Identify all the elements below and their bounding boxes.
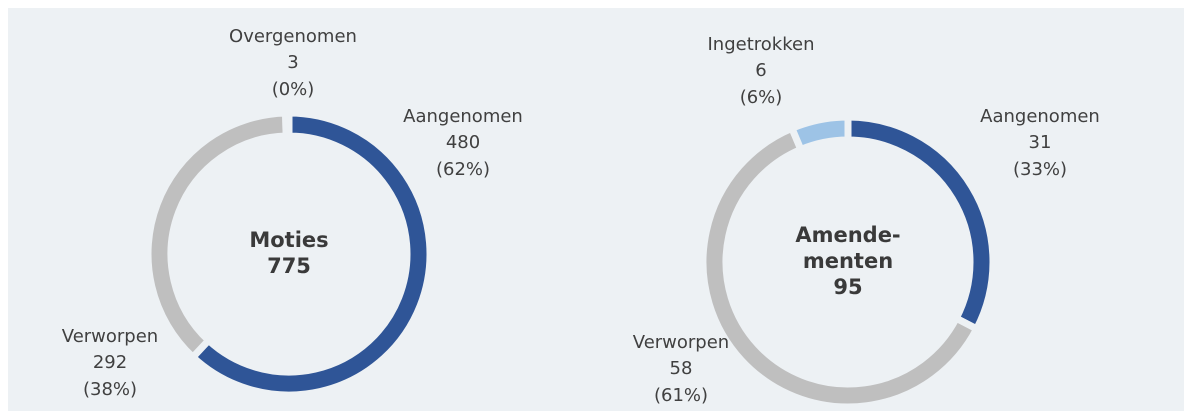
segment-value: 6: [755, 60, 766, 81]
center-title: Moties: [249, 228, 328, 252]
donut-segment: [281, 109, 293, 140]
center-title: Amende-: [795, 223, 900, 247]
center-total: 95: [833, 275, 862, 299]
segment-percent: (33%): [1013, 159, 1067, 180]
donut-segment: [699, 123, 982, 411]
segment-percent: (62%): [436, 159, 490, 180]
center-title: menten: [803, 249, 893, 273]
segment-value: 292: [93, 352, 127, 373]
center-total: 775: [267, 254, 311, 278]
segment-label: Ingetrokken: [708, 34, 815, 55]
segment-percent: (38%): [83, 379, 137, 400]
donut-segment: [787, 113, 852, 155]
segment-percent: (0%): [272, 79, 315, 100]
segment-label: Aangenomen: [980, 106, 1100, 127]
segment-label: Aangenomen: [403, 106, 523, 127]
segment-value: 58: [670, 358, 693, 379]
segment-percent: (61%): [654, 385, 708, 406]
segment-value: 3: [287, 52, 298, 73]
segment-label: Verworpen: [633, 332, 729, 353]
segment-percent: (6%): [740, 87, 783, 108]
segment-value: 480: [446, 132, 480, 153]
segment-value: 31: [1029, 132, 1052, 153]
segment-label: Verworpen: [62, 326, 158, 347]
segment-label: Overgenomen: [229, 26, 357, 47]
donut-segment: [187, 109, 434, 399]
